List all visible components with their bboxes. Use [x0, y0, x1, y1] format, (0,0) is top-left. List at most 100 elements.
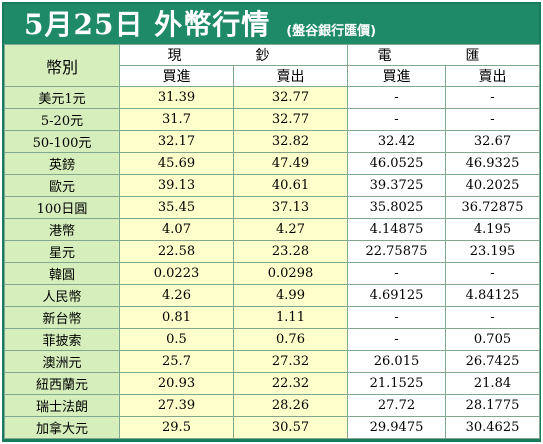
cash-sell-cell: 37.13 — [233, 196, 348, 219]
wire-sell-cell: 40.2025 — [445, 174, 540, 197]
table-row: 英鎊 45.69 47.49 46.0525 46.9325 — [4, 152, 540, 175]
wire-sell-cell: 4.84125 — [445, 284, 540, 307]
table-row: 菲披索 0.5 0.76-0.705 — [4, 328, 540, 351]
wire-sell-cell: 26.7425 — [445, 350, 540, 373]
table-row: 50-100元 32.17 32.82 32.42 32.67 — [4, 130, 540, 153]
cash-buy-cell: 4.07 — [119, 218, 234, 241]
wire-sell-cell: 32.67 — [445, 130, 540, 153]
wire-sell-header: 賣出 — [445, 65, 540, 87]
cash-sell-cell: 1.11 — [233, 306, 348, 329]
wire-buy-cell: - — [347, 328, 446, 351]
cash-sell-cell: 28.26 — [233, 394, 348, 417]
wire-sell-cell: - — [445, 86, 540, 109]
cash-buy-cell: 0.5 — [119, 328, 234, 351]
cash-buy-cell: 31.39 — [119, 86, 234, 109]
wire-sell-cell: 21.84 — [445, 372, 540, 395]
cash-buy-cell: 45.69 — [119, 152, 234, 175]
wire-buy-cell: 39.3725 — [347, 174, 446, 197]
cash-sell-cell: 32.82 — [233, 130, 348, 153]
wire-header: 電 匯 — [347, 44, 540, 66]
cash-sell-cell: 23.28 — [233, 240, 348, 263]
currency-name: 英鎊 — [4, 152, 120, 175]
table-row: 韓圓 0.0223 0.0298- - — [4, 262, 540, 285]
cash-buy-cell: 22.58 — [119, 240, 234, 263]
header-row-top: 幣別 現 鈔 電 匯 — [4, 44, 540, 87]
currency-name: 歐元 — [4, 174, 120, 197]
table-row: 瑞士法朗 27.39 28.26 27.72 28.1775 — [4, 394, 540, 417]
header-row-sub: 買進 賣出 買進 賣出 — [5, 65, 540, 87]
wire-buy-cell: - — [347, 86, 446, 109]
wire-sell-cell: 28.1775 — [445, 394, 540, 417]
table-row: 加拿大元 29.5 30.57 29.9475 30.4625 — [4, 416, 540, 439]
cash-buy-cell: 4.26 — [119, 284, 234, 307]
wire-sell-cell: 4.195 — [445, 218, 540, 241]
wire-sell-cell: 46.9325 — [445, 152, 540, 175]
page-title: 5月25日 外幣行情 — [24, 8, 271, 41]
wire-sell-cell: 0.705 — [445, 328, 540, 351]
wire-sell-cell: 23.195 — [445, 240, 540, 263]
currency-name: 瑞士法朗 — [4, 394, 120, 417]
cash-sell-cell: 4.27 — [233, 218, 348, 241]
cash-buy-cell: 29.5 — [119, 416, 234, 439]
wire-buy-cell: 35.8025 — [347, 196, 446, 219]
currency-name: 星元 — [4, 240, 120, 263]
table-row: 新台幣 0.81 1.11- - — [4, 306, 540, 329]
cash-sell-cell: 47.49 — [233, 152, 348, 175]
wire-buy-cell: 22.75875 — [347, 240, 446, 263]
table-row: 澳洲元 25.7 27.32 26.015 26.7425 — [4, 350, 540, 373]
currency-name: 澳洲元 — [4, 350, 120, 373]
cash-header: 現 鈔 — [119, 44, 348, 66]
cash-buy-cell: 31.7 — [119, 108, 234, 131]
cash-sell-cell: 27.32 — [233, 350, 348, 373]
wire-buy-cell: 46.0525 — [347, 152, 446, 175]
table-row: 紐西蘭元 20.93 22.32 21.1525 21.84 — [4, 372, 540, 395]
wire-buy-cell: 4.14875 — [347, 218, 446, 241]
wire-buy-cell: 29.9475 — [347, 416, 446, 439]
currency-name: 紐西蘭元 — [4, 372, 120, 395]
cash-sell-cell: 4.99 — [233, 284, 348, 307]
currency-name: 5-20元 — [4, 108, 120, 131]
currency-name: 100日圓 — [4, 196, 120, 219]
cash-buy-cell: 20.93 — [119, 372, 234, 395]
table-row: 星元 22.58 23.28 22.75875 23.195 — [4, 240, 540, 263]
cash-sell-cell: 0.0298 — [233, 262, 348, 285]
cash-sell-cell: 22.32 — [233, 372, 348, 395]
wire-buy-cell: 21.1525 — [347, 372, 446, 395]
cash-sell-cell: 0.76 — [233, 328, 348, 351]
currency-name: 人民幣 — [4, 284, 120, 307]
wire-buy-cell: - — [347, 306, 446, 329]
cash-sell-cell: 32.77 — [233, 86, 348, 109]
table-row: 人民幣 4.26 4.99 4.69125 4.84125 — [4, 284, 540, 307]
currency-name: 韓圓 — [4, 262, 120, 285]
table-row: 歐元 39.13 40.61 39.3725 40.2025 — [4, 174, 540, 197]
table-row: 美元1元 31.39 32.77- - — [4, 86, 540, 109]
cash-buy-header: 買進 — [119, 65, 234, 87]
currency-name: 新台幣 — [4, 306, 120, 329]
currency-name: 加拿大元 — [4, 416, 120, 439]
wire-buy-cell: 4.69125 — [347, 284, 446, 307]
rate-table: 幣別 現 鈔 電 匯 買進 賣出 買進 賣出 美元1元 31.39 32.77- -5… — [4, 44, 540, 439]
currency-name: 美元1元 — [4, 86, 120, 109]
table-row: 5-20元 31.7 32.77- - — [4, 108, 540, 131]
currency-name: 港幣 — [4, 218, 120, 241]
cash-buy-cell: 27.39 — [119, 394, 234, 417]
cash-sell-cell: 30.57 — [233, 416, 348, 439]
cash-buy-cell: 0.81 — [119, 306, 234, 329]
wire-sell-cell: - — [445, 262, 540, 285]
table-row: 港幣 4.07 4.27 4.14875 4.195 — [4, 218, 540, 241]
cash-buy-cell: 0.0223 — [119, 262, 234, 285]
wire-sell-cell: 36.72875 — [445, 196, 540, 219]
cash-buy-cell: 35.45 — [119, 196, 234, 219]
wire-buy-cell: - — [347, 262, 446, 285]
cash-sell-cell: 40.61 — [233, 174, 348, 197]
cash-buy-cell: 32.17 — [119, 130, 234, 153]
cash-sell-cell: 32.77 — [233, 108, 348, 131]
wire-buy-cell: 27.72 — [347, 394, 446, 417]
cash-sell-header: 賣出 — [233, 65, 348, 87]
table-row: 100日圓 35.45 37.13 35.8025 36.72875 — [4, 196, 540, 219]
wire-buy-cell: 32.42 — [347, 130, 446, 153]
currency-name: 50-100元 — [4, 130, 120, 153]
cash-buy-cell: 25.7 — [119, 350, 234, 373]
currency-name: 菲披索 — [4, 328, 120, 351]
